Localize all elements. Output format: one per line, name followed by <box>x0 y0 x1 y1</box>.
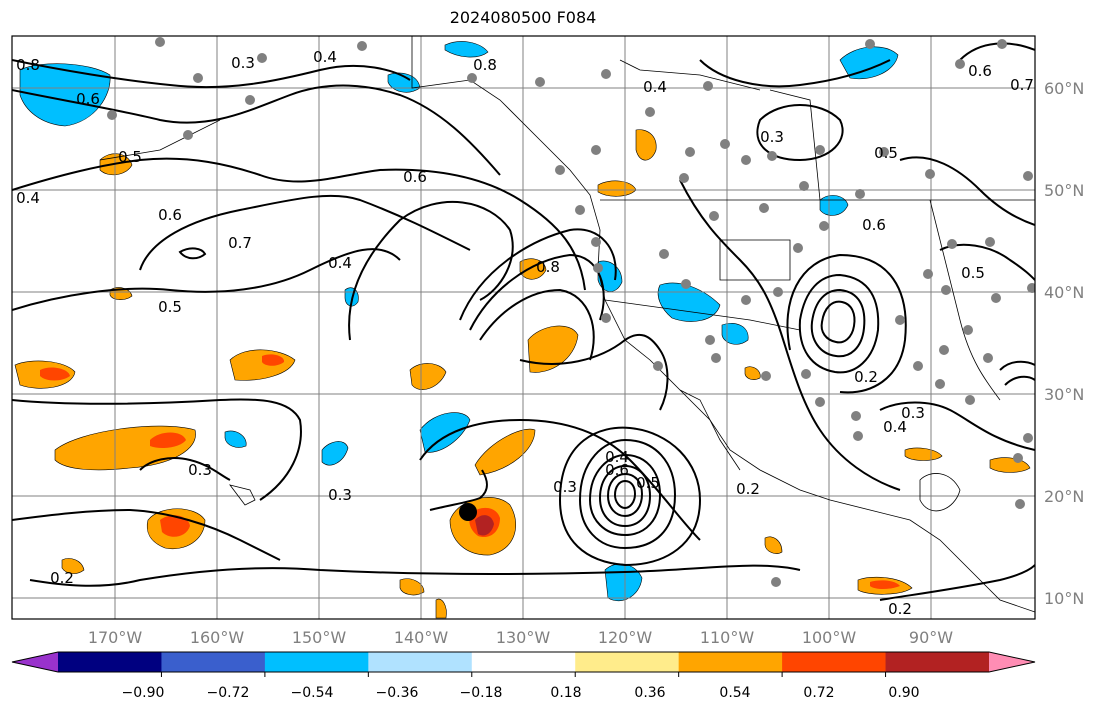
contour-label: 0.3 <box>231 54 255 72</box>
contour-label: 0.8 <box>473 56 497 74</box>
contour-label: 0.6 <box>968 62 992 80</box>
contour-label: 0.5 <box>158 298 182 316</box>
colorbar-outline <box>11 651 1036 673</box>
contour-label: 0.6 <box>605 461 629 479</box>
contour-label: 0.6 <box>403 168 427 186</box>
lon-label: 120°W <box>598 628 653 647</box>
contour-label: 0.5 <box>874 144 898 162</box>
contour-label: 0.2 <box>736 480 760 498</box>
lon-label: 170°W <box>88 628 143 647</box>
lon-label: 150°W <box>292 628 347 647</box>
colorbar-segment <box>161 652 266 672</box>
lat-lon-grid <box>12 36 1035 619</box>
contour-label: 0.4 <box>16 189 40 207</box>
contour-label: 0.3 <box>188 461 212 479</box>
contour-label: 0.8 <box>536 258 560 276</box>
longitude-labels: 170°W 160°W 150°W 140°W 130°W 120°W 110°… <box>88 628 953 647</box>
colorbar-tick-labels: −0.90 −0.72 −0.54 −0.36 −0.18 0.18 0.36 … <box>122 685 920 701</box>
contour-labels: 0.8 0.6 0.5 0.4 0.3 0.4 0.6 0.7 0.6 0.5 … <box>16 48 1034 618</box>
lon-label: 140°W <box>394 628 449 647</box>
contour-label: 0.3 <box>901 404 925 422</box>
colorbar-label: −0.36 <box>376 685 419 701</box>
colorbar-segment <box>678 652 783 672</box>
colorbar-segment <box>885 652 990 672</box>
colorbar-segment <box>471 652 576 672</box>
contour-label: 0.7 <box>1010 76 1034 94</box>
contour-label: 0.2 <box>888 600 912 618</box>
map-title: 2024080500 F084 <box>449 8 597 27</box>
lat-label: 40°N <box>1044 283 1084 302</box>
contour-label: 0.4 <box>883 418 907 436</box>
colorbar-extend-low <box>12 652 58 672</box>
lon-label: 130°W <box>496 628 551 647</box>
contour-label: 0.4 <box>605 448 629 466</box>
colorbar-segment <box>264 652 369 672</box>
contour-label: 0.2 <box>50 569 74 587</box>
lat-label: 50°N <box>1044 181 1084 200</box>
contour-label: 0.2 <box>854 368 878 386</box>
colorbar-label: 0.54 <box>719 685 750 701</box>
contour-label: 0.5 <box>636 474 660 492</box>
colorbar <box>11 651 1036 677</box>
contour-label: 0.5 <box>961 264 985 282</box>
contour-label: 0.4 <box>313 48 337 66</box>
colorbar-segment <box>58 652 162 672</box>
colorbar-label: 0.36 <box>634 685 665 701</box>
colorbar-segment <box>575 652 680 672</box>
lon-label: 100°W <box>802 628 857 647</box>
contour-label: 0.3 <box>760 128 784 146</box>
lon-label: 110°W <box>700 628 755 647</box>
colorbar-segment <box>368 652 473 672</box>
contour-label: 0.8 <box>16 56 40 74</box>
contour-label: 0.6 <box>158 206 182 224</box>
contour-label: 0.4 <box>328 254 352 272</box>
colorbar-label: 0.72 <box>803 685 834 701</box>
lat-label: 20°N <box>1044 487 1084 506</box>
lat-label: 60°N <box>1044 79 1084 98</box>
contour-label: 0.5 <box>118 148 142 166</box>
colorbar-label: −0.54 <box>291 685 334 701</box>
colorbar-label: 0.18 <box>550 685 581 701</box>
lon-label: 160°W <box>190 628 245 647</box>
station-dots <box>107 37 1035 587</box>
contour-label: 0.6 <box>76 90 100 108</box>
colorbar-label: −0.90 <box>122 685 165 701</box>
lon-label: 90°W <box>909 628 953 647</box>
colorbar-segment <box>782 652 887 672</box>
colorbar-label: 0.90 <box>888 685 919 701</box>
storm-center-marker <box>459 503 477 521</box>
contour-label: 0.3 <box>553 478 577 496</box>
coastlines <box>99 36 1035 613</box>
colorbar-label: −0.18 <box>460 685 503 701</box>
map-frame <box>11 35 1036 620</box>
lat-label: 30°N <box>1044 385 1084 404</box>
lat-label: 10°N <box>1044 589 1084 608</box>
contour-lines <box>12 42 1035 601</box>
contour-label: 0.4 <box>643 78 667 96</box>
contour-label: 0.6 <box>862 216 886 234</box>
contour-label: 0.3 <box>328 486 352 504</box>
latitude-labels: 60°N 50°N 40°N 30°N 20°N 10°N <box>1044 79 1084 608</box>
colorbar-extend-high <box>989 652 1035 672</box>
contour-label: 0.7 <box>228 234 252 252</box>
colorbar-label: −0.72 <box>207 685 250 701</box>
